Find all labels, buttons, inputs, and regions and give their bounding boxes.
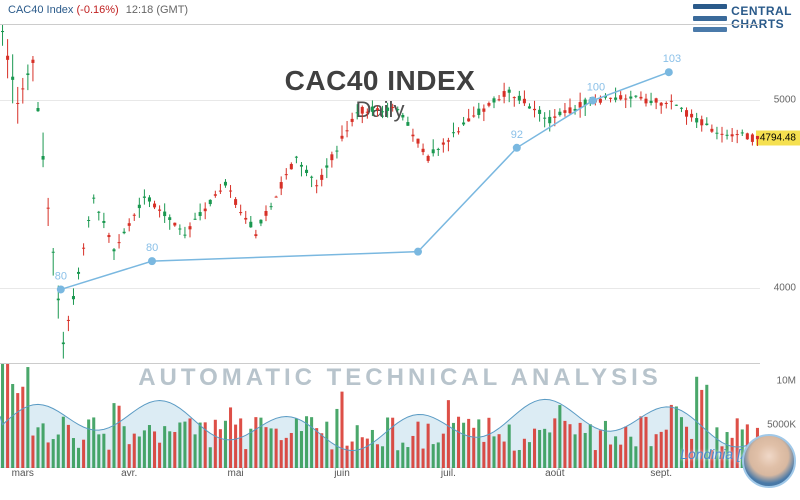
svg-text:80: 80 [146,242,158,254]
svg-text:80: 80 [55,270,67,282]
svg-text:100: 100 [587,82,605,94]
volume-chart[interactable] [0,364,760,468]
current-price-tag: 4794.48 [756,131,800,146]
svg-text:92: 92 [511,129,523,141]
pct-change: (-0.16%) [77,4,119,16]
timestamp: 12:18 (GMT) [126,4,188,16]
candlestick-svg: 80 80 92 100 103 [0,25,760,365]
avatar-icon[interactable] [742,434,796,488]
chart-header: CAC40 Index (-0.16%) 12:18 (GMT) [8,4,188,16]
volume-svg [0,364,760,468]
symbol-label: CAC40 Index [8,4,73,16]
price-chart[interactable]: CAC40 INDEX Daily 808092100103 [0,24,760,364]
svg-text:103: 103 [663,53,681,65]
y-axis-price: 40005000 [760,24,800,364]
x-axis-months: marsavr.maijuinjuil.aoûtsept. [0,468,760,488]
